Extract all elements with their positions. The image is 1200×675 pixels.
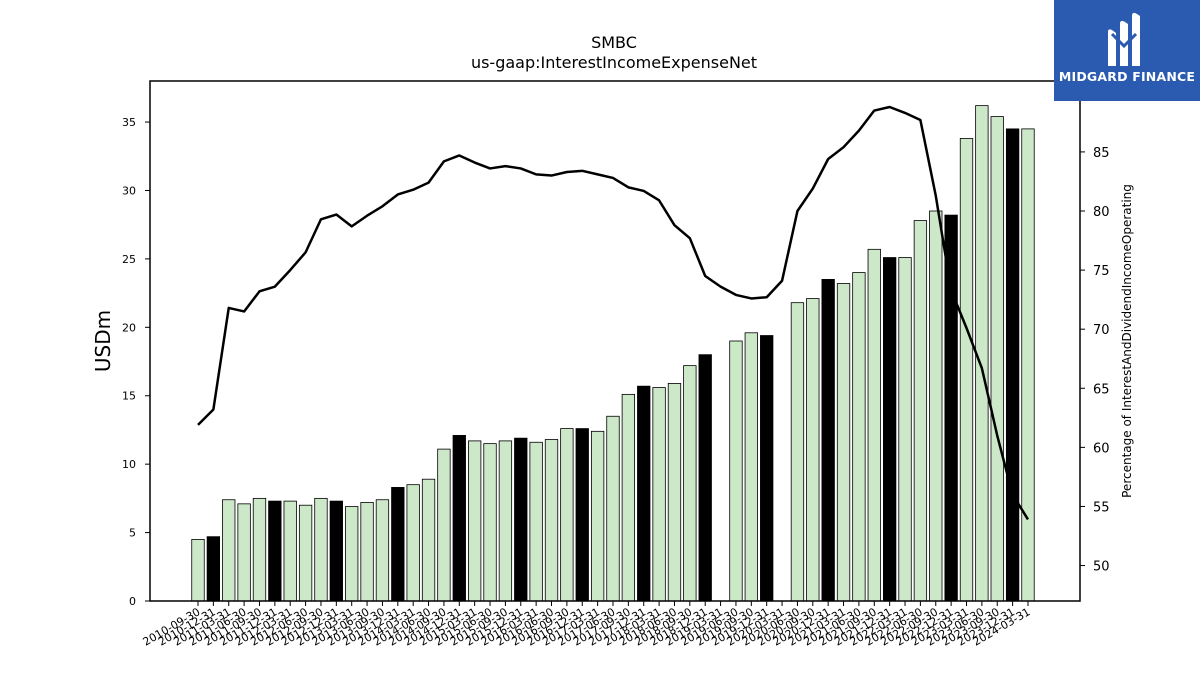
bar-2020-09-30 xyxy=(806,298,820,602)
bar-2022-12-31 xyxy=(944,214,958,602)
chart-title: SMBC xyxy=(591,33,637,52)
axes: 0510152025303550556065707580852010-09-30… xyxy=(122,80,1110,649)
y2-axis-label: Percentage of InterestAndDividendIncomeO… xyxy=(1120,184,1134,498)
bar-2021-12-31 xyxy=(883,257,897,602)
bar-2017-12-31 xyxy=(637,385,651,602)
line-series xyxy=(197,105,1030,521)
bar-2011-06-30 xyxy=(237,503,251,602)
plot-frame xyxy=(149,80,1081,602)
bar-2014-12-31 xyxy=(452,435,466,602)
bar-2023-12-31 xyxy=(1005,128,1020,602)
bar-2019-12-31 xyxy=(760,335,774,602)
bar-2019-06-30 xyxy=(729,340,743,602)
y2-tick-label: 70 xyxy=(1093,323,1110,338)
bar-2016-09-30 xyxy=(560,428,574,602)
y-tick-label: 5 xyxy=(129,527,136,540)
bar-2012-03-31 xyxy=(283,500,297,602)
bar-2018-12-31 xyxy=(698,354,712,602)
line-percentage xyxy=(197,105,1030,521)
bar-2023-09-30 xyxy=(990,116,1004,602)
bar-2013-06-30 xyxy=(360,502,374,602)
bar-2018-06-30 xyxy=(667,383,682,602)
bar-2017-06-30 xyxy=(606,415,620,602)
bar-2020-06-30 xyxy=(790,302,805,602)
bar-2015-03-31 xyxy=(468,440,482,602)
bar-2014-06-30 xyxy=(421,478,436,602)
bar-2016-03-31 xyxy=(529,441,543,602)
bar-2017-09-30 xyxy=(621,393,636,602)
bar-2011-09-30 xyxy=(252,497,267,602)
midgard-finance-logo-icon xyxy=(1108,12,1140,66)
bar-2012-12-31 xyxy=(329,500,343,602)
bar-2016-12-31 xyxy=(575,428,589,602)
y2-tick-label: 85 xyxy=(1093,146,1110,161)
bar-2014-03-31 xyxy=(406,484,420,602)
bar-2021-06-30 xyxy=(852,272,866,602)
bar-2022-03-31 xyxy=(898,257,912,602)
bar-2014-09-30 xyxy=(437,448,451,602)
y2-tick-label: 75 xyxy=(1093,264,1110,279)
bar-2022-06-30 xyxy=(913,220,928,602)
bar-2013-12-31 xyxy=(391,487,405,602)
y-tick-label: 25 xyxy=(122,253,136,266)
bar-2021-09-30 xyxy=(867,248,881,602)
bar-2010-09-30 xyxy=(191,539,205,602)
bar-2020-12-31 xyxy=(821,279,835,602)
bar-2015-12-31 xyxy=(514,437,528,602)
y-tick-label: 10 xyxy=(122,458,136,471)
y-tick-label: 0 xyxy=(129,595,136,608)
brand-logo: MIDGARD FINANCE xyxy=(1054,0,1200,101)
y-tick-label: 30 xyxy=(122,184,136,197)
y2-tick-label: 60 xyxy=(1093,441,1110,456)
bar-2011-03-31 xyxy=(222,499,236,602)
bar-2013-03-31 xyxy=(345,506,359,602)
bar-2010-12-31 xyxy=(206,536,221,602)
bar-2023-03-31 xyxy=(959,138,974,602)
brand-name: MIDGARD FINANCE xyxy=(1058,69,1196,84)
bar-series xyxy=(191,105,1035,602)
y2-tick-label: 55 xyxy=(1093,500,1110,515)
y-tick-label: 15 xyxy=(122,390,136,403)
y-axis-label: USDm xyxy=(91,310,115,372)
y-tick-label: 35 xyxy=(122,116,136,129)
bar-2011-12-31 xyxy=(268,500,282,602)
bar-2017-03-31 xyxy=(590,430,605,602)
y2-tick-label: 80 xyxy=(1093,205,1110,220)
bar-2012-06-30 xyxy=(298,504,313,602)
bar-2012-09-30 xyxy=(314,497,328,602)
y-tick-label: 20 xyxy=(122,321,136,334)
bar-2024-03-31 xyxy=(1021,128,1035,602)
bar-2019-09-30 xyxy=(744,332,758,602)
y2-tick-label: 65 xyxy=(1093,382,1110,397)
bar-2018-09-30 xyxy=(683,365,697,602)
y2-tick-label: 50 xyxy=(1093,560,1110,575)
bar-2022-09-30 xyxy=(929,210,943,602)
bar-2021-03-31 xyxy=(836,283,851,602)
bar-2018-03-31 xyxy=(652,387,666,602)
bar-2015-09-30 xyxy=(498,440,513,602)
bar-2016-06-30 xyxy=(544,439,559,602)
bar-2015-06-30 xyxy=(483,443,497,602)
chart-subtitle: us-gaap:InterestIncomeExpenseNet xyxy=(471,53,757,72)
bar-2013-09-30 xyxy=(375,499,390,602)
